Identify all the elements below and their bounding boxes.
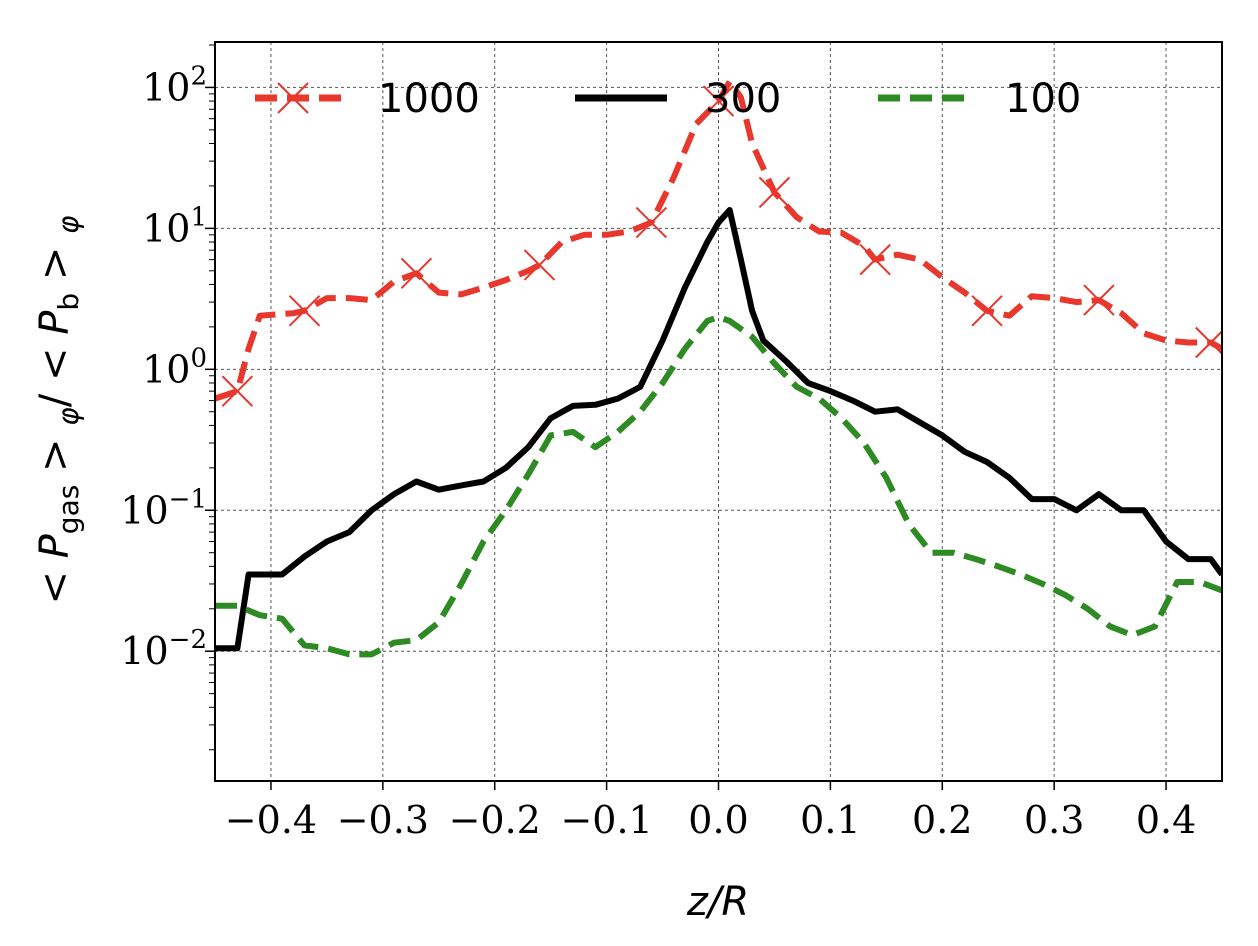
series-marker-1000 (859, 243, 891, 276)
series-marker-1000 (702, 85, 735, 117)
x-tick-label: −0.2 (449, 798, 541, 842)
x-tick-label: 0.1 (800, 798, 860, 842)
series-layer (215, 78, 1222, 658)
series-marker-1000 (400, 257, 433, 290)
series-marker-1000 (758, 176, 791, 209)
series-line-1000 (215, 78, 1222, 402)
y-tick-label: 10−2 (120, 625, 207, 673)
x-tick-label: −0.1 (560, 798, 652, 842)
x-tick-label: 0.0 (688, 798, 748, 842)
x-tick-label: −0.3 (337, 798, 429, 842)
legend-marker-1000 (277, 82, 309, 114)
legend-label-1000: 1000 (378, 76, 480, 122)
series-marker-1000 (1083, 284, 1115, 316)
series-marker-1000 (971, 295, 1003, 327)
x-tick-label: 0.3 (1024, 798, 1084, 842)
y-tick-label: 10−1 (120, 484, 207, 532)
x-axis-label: z/R (686, 879, 749, 925)
series-marker-1000 (221, 375, 254, 407)
x-tick-label: −0.4 (225, 798, 317, 842)
y-tick-label: 100 (142, 343, 207, 391)
y-tick-label: 102 (142, 61, 207, 109)
ticks: −0.4 −0.3 −0.2 −0.1 0.0 0.1 0.2 0.3 0.4 10−2 10−1 1… (120, 44, 1196, 842)
series-clip-group (215, 78, 1222, 658)
y-axis-label: < Pgas > φ/ < Pb > φ (32, 215, 85, 605)
legend-label-300: 300 (705, 76, 781, 122)
grid-lines (215, 42, 1222, 781)
series-marker-1000 (288, 295, 321, 327)
y-tick-label: 101 (142, 202, 207, 250)
series-marker-1000 (635, 206, 668, 239)
series-line-300 (215, 207, 1222, 652)
legend-label-100: 100 (1005, 76, 1081, 122)
series-marker-1000 (1195, 329, 1222, 359)
legend: 1000 300 100 (255, 76, 1081, 122)
x-tick-label: 0.2 (912, 798, 972, 842)
series-marker-1000 (523, 249, 556, 281)
x-tick-label: 0.4 (1136, 798, 1196, 842)
